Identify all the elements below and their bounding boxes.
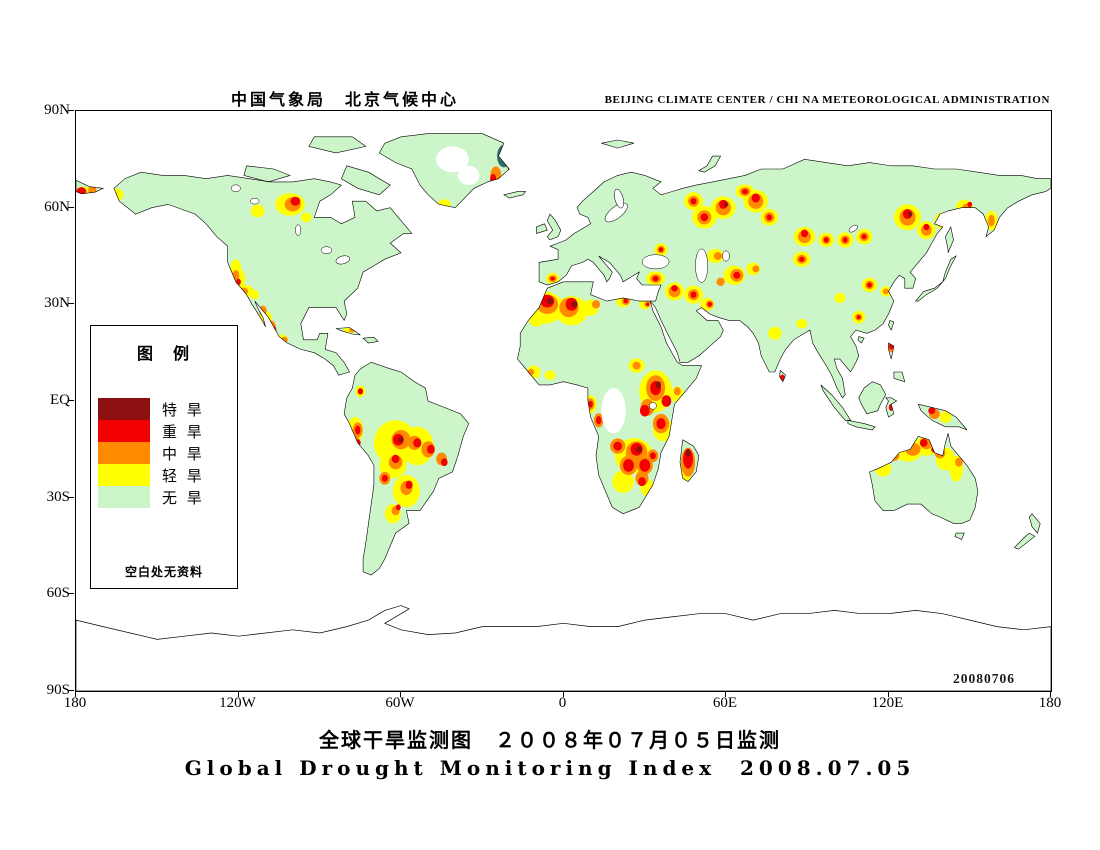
lat-tick	[68, 496, 74, 498]
world-map	[76, 133, 1051, 691]
legend-swatch-moderate	[98, 442, 150, 464]
legend-label-extreme: 特 旱	[162, 402, 205, 419]
lon-label-60E-4: 60E	[712, 695, 738, 711]
lon-label-120E-5: 120E	[871, 695, 904, 711]
legend-swatch-none	[98, 486, 150, 508]
lat-tick	[68, 690, 74, 691]
lat-label-30S: 30S	[46, 488, 70, 505]
legend-label-none: 无 旱	[162, 490, 205, 507]
lat-label-60S: 60S	[46, 585, 70, 602]
lon-tick	[1050, 692, 1051, 697]
lon-tick	[75, 692, 76, 697]
water-bodies-layer	[230, 184, 858, 410]
legend-swatch-extreme	[98, 398, 150, 420]
lat-label-90N: 90N	[44, 102, 70, 118]
lon-tick	[237, 692, 239, 697]
map-datestamp: 20080706	[953, 671, 1015, 686]
legend-label-severe: 重 旱	[162, 424, 205, 441]
lon-label-60W-2: 60W	[385, 695, 415, 711]
legend-title: 图 例	[136, 346, 191, 363]
lat-tick	[68, 303, 74, 305]
map-title-english: Global Drought Monitoring Index 2008.07.…	[184, 756, 916, 780]
lon-tick	[562, 692, 564, 697]
legend-row-extreme: 特 旱	[98, 398, 237, 420]
lon-tick	[887, 692, 889, 697]
legend-label-light: 轻 旱	[162, 468, 205, 485]
lon-label-120W-1: 120W	[219, 695, 256, 711]
legend-row-none: 无 旱	[98, 486, 237, 508]
lat-tick	[68, 110, 74, 111]
lat-label-EQ: EQ	[50, 392, 70, 408]
legend-row-light: 轻 旱	[98, 464, 237, 486]
legend-label-moderate: 中 旱	[162, 446, 205, 463]
legend-row-moderate: 中 旱	[98, 442, 237, 464]
lat-tick	[68, 593, 74, 595]
legend-swatch-light	[98, 464, 150, 486]
header-english: BEIJING CLIMATE CENTER / CHI NA METEOROL…	[604, 94, 1050, 106]
lon-tick	[400, 692, 401, 697]
lon-label-0-3: 0	[558, 695, 567, 711]
legend-box: 图 例 特 旱重 旱中 旱轻 旱无 旱 空白处无资料	[90, 325, 238, 589]
lat-label-90S: 90S	[46, 682, 70, 698]
legend-row-severe: 重 旱	[98, 420, 237, 442]
map-title-chinese: 全球干旱监测图 ２００８年０７月０５日监测	[319, 730, 781, 752]
coastline-layer	[76, 133, 1051, 576]
legend-swatch-severe	[98, 420, 150, 442]
lat-tick	[68, 206, 74, 208]
lat-label-60N: 60N	[44, 198, 70, 215]
lon-label-180-6: 180	[1038, 695, 1062, 711]
lon-label-180-0: 180	[63, 695, 87, 711]
lat-tick	[68, 400, 74, 401]
header-chinese: 中国气象局 北京气候中心	[230, 92, 459, 109]
legend-items: 特 旱重 旱中 旱轻 旱无 旱	[98, 398, 237, 508]
antarctica	[76, 605, 1051, 691]
lon-tick	[725, 692, 726, 697]
legend-footnote: 空白处无资料	[124, 565, 203, 579]
map-frame: 20080706	[75, 110, 1052, 692]
lat-label-30N: 30N	[44, 295, 70, 312]
